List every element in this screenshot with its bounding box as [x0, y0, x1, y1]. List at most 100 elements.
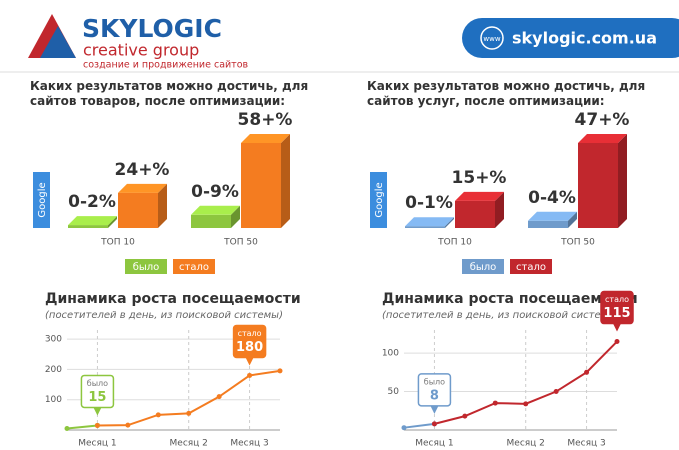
bar-side — [445, 217, 454, 228]
x-tick-label: ТОП 10 — [437, 238, 472, 248]
callout-value: 180 — [236, 340, 263, 355]
line — [66, 424, 98, 430]
legend-swatch — [510, 259, 552, 274]
point — [125, 422, 131, 428]
line — [403, 422, 435, 429]
chart-subtitle: (посетителей в день, из поисковой систем… — [382, 310, 620, 321]
point — [431, 421, 437, 427]
bar-side — [108, 216, 117, 228]
y-tick-label: 100 — [382, 349, 399, 359]
bar-top — [118, 183, 167, 193]
legend-label: стало — [516, 262, 546, 273]
callout-name: было — [87, 379, 108, 388]
panel-title: Каких результатов можно достичь, для сай… — [367, 79, 646, 108]
value-label: 24+% — [115, 160, 170, 180]
bar-side — [281, 134, 290, 228]
bar-top — [455, 191, 504, 201]
callout-pointer — [430, 405, 439, 414]
bar-front — [455, 200, 495, 228]
point — [584, 369, 590, 375]
chart-title: Динамика роста посещаемости — [382, 291, 638, 307]
x-tick-label: Месяц 1 — [415, 439, 453, 449]
value-label: 47+% — [575, 110, 630, 130]
bar-top — [68, 216, 117, 226]
legend-swatch — [462, 259, 504, 274]
bar-side — [618, 134, 627, 228]
axis-label-box — [33, 172, 50, 228]
x-tick-label: Месяц 3 — [567, 439, 605, 449]
callout-value: 8 — [430, 388, 439, 403]
value-label: 15+% — [452, 168, 507, 188]
point — [155, 412, 161, 418]
slogan: создание и продвижение сайтов — [83, 60, 249, 71]
bar-side — [158, 183, 167, 228]
point — [277, 368, 283, 374]
url-icon: www — [483, 35, 500, 43]
chart-subtitle: (посетителей в день, из поисковой систем… — [45, 310, 283, 321]
point — [401, 425, 407, 431]
bar — [528, 211, 577, 228]
bar — [118, 183, 167, 228]
callout-value: 15 — [88, 390, 106, 405]
line — [434, 340, 618, 425]
value-label: 58+% — [238, 110, 293, 130]
bar — [578, 134, 627, 228]
bar — [191, 205, 240, 228]
value-label: 0-1% — [405, 193, 453, 213]
url-pill[interactable] — [462, 18, 679, 58]
value-label: 0-9% — [191, 182, 239, 202]
url[interactable]: skylogic.com.ua — [512, 29, 657, 48]
point — [523, 401, 529, 407]
x-tick-label: ТОП 10 — [100, 238, 135, 248]
bar — [405, 217, 454, 228]
point — [492, 400, 498, 406]
point — [94, 422, 100, 428]
point — [64, 425, 70, 431]
x-tick-label: Месяц 1 — [78, 439, 116, 449]
bar-front — [68, 225, 108, 228]
point — [462, 413, 468, 419]
legend-swatch — [173, 259, 215, 274]
bar — [455, 191, 504, 228]
bar-front — [405, 226, 445, 228]
x-tick-label: Месяц 3 — [230, 439, 268, 449]
bar-side — [495, 191, 504, 228]
axis-label-box — [370, 172, 387, 228]
legend-label: было — [133, 262, 160, 273]
logo-mark — [40, 26, 76, 58]
bar — [241, 134, 290, 228]
bar-front — [118, 192, 158, 228]
panel-title: Каких результатов можно достичь, для сай… — [30, 79, 309, 108]
callout-pointer — [93, 407, 102, 416]
bar-front — [241, 143, 281, 228]
bar-top — [528, 211, 577, 221]
y-tick-label: 50 — [388, 387, 400, 397]
bar — [68, 216, 117, 228]
point — [247, 372, 253, 378]
y-tick-label: 300 — [45, 335, 62, 345]
chart-title: Динамика роста посещаемости — [45, 291, 301, 307]
bar-front — [191, 214, 231, 228]
value-label: 0-2% — [68, 192, 116, 212]
legend-swatch — [125, 259, 167, 274]
bar-front — [578, 143, 618, 228]
brand: SKYLOGIC — [82, 14, 222, 43]
bar-side — [231, 205, 240, 228]
globe — [480, 26, 504, 50]
x-tick-label: Месяц 2 — [170, 439, 208, 449]
callout-name: стало — [605, 295, 629, 304]
point — [216, 394, 222, 400]
bar-side — [568, 211, 577, 228]
bar-top — [578, 134, 627, 143]
axis-label: Google — [374, 182, 385, 217]
y-tick-label: 200 — [45, 365, 62, 375]
legend-label: было — [470, 262, 497, 273]
x-tick-label: Месяц 2 — [507, 439, 545, 449]
bar-top — [241, 134, 290, 143]
point — [614, 339, 620, 345]
callout-name: стало — [238, 329, 262, 338]
bar-front — [528, 220, 568, 228]
legend-label: стало — [179, 262, 209, 273]
y-tick-label: 100 — [45, 395, 62, 405]
